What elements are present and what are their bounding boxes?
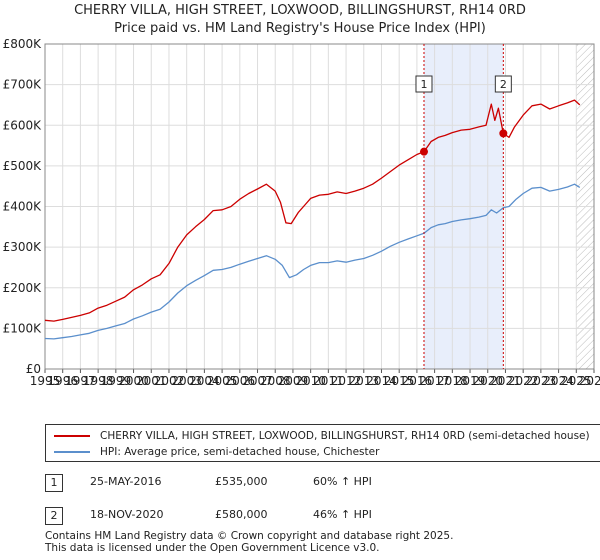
x-tick-label: 2021 xyxy=(490,374,521,388)
x-tick-label: 2010 xyxy=(295,374,326,388)
transaction-hpi-change: 46% ↑ HPI xyxy=(313,508,372,521)
footer-attribution: Contains HM Land Registry data © Crown c… xyxy=(45,530,453,554)
x-tick-label: 2008 xyxy=(260,374,291,388)
legend-label-hpi: HPI: Average price, semi-detached house,… xyxy=(100,446,380,458)
y-tick-label: £700K xyxy=(3,78,43,92)
legend: CHERRY VILLA, HIGH STREET, LOXWOOD, BILL… xyxy=(45,424,600,462)
legend-swatch-hpi xyxy=(54,451,90,453)
x-tick-label: 2002 xyxy=(154,374,185,388)
sale-label-box xyxy=(494,75,512,93)
x-tick-label: 1999 xyxy=(101,374,132,388)
x-tick-label: 2000 xyxy=(118,374,149,388)
property-price-line xyxy=(44,99,581,322)
y-tick-label: £800K xyxy=(3,37,43,51)
x-tick-label: 2014 xyxy=(366,374,397,388)
y-tick-label: £500K xyxy=(3,159,43,173)
x-tick-label: 2006 xyxy=(225,374,256,388)
sale-point xyxy=(419,147,428,156)
sale-point xyxy=(499,129,508,138)
x-tick-label: 2025 xyxy=(561,374,592,388)
chart-title: CHERRY VILLA, HIGH STREET, LOXWOOD, BILL… xyxy=(0,2,600,38)
title-line-2: Price paid vs. HM Land Registry's House … xyxy=(114,21,486,36)
title-line-1: CHERRY VILLA, HIGH STREET, LOXWOOD, BILL… xyxy=(74,3,526,18)
x-tick-label: 2018 xyxy=(437,374,468,388)
x-tick-label: 2003 xyxy=(171,374,202,388)
transaction-hpi-change: 60% ↑ HPI xyxy=(313,475,372,488)
y-tick-label: £0 xyxy=(26,362,41,376)
legend-label-property: CHERRY VILLA, HIGH STREET, LOXWOOD, BILL… xyxy=(100,430,590,442)
x-tick-label: 2017 xyxy=(419,374,450,388)
x-tick-label: 2013 xyxy=(349,374,380,388)
plot-frame xyxy=(44,43,595,370)
sale-label: 2 xyxy=(500,78,507,91)
x-tick-label: 2012 xyxy=(331,374,362,388)
x-tick-label: 1997 xyxy=(65,374,96,388)
transaction-price: £535,000 xyxy=(215,475,268,488)
x-tick-label: 2022 xyxy=(508,374,539,388)
transaction-id-badge: 2 xyxy=(45,507,63,525)
x-tick-label: 2020 xyxy=(472,374,503,388)
footer-line-1: Contains HM Land Registry data © Crown c… xyxy=(45,530,454,542)
footer-line-2: This data is licensed under the Open Gov… xyxy=(45,542,380,554)
transaction-price: £580,000 xyxy=(215,508,268,521)
y-tick-label: £200K xyxy=(3,281,43,295)
x-tick-label: 1998 xyxy=(83,374,114,388)
x-tick-label: 1996 xyxy=(47,374,78,388)
sale-label-box xyxy=(415,75,433,93)
price-chart: £0 £100K £200K £300K £400K £500K £600K £700K £80… xyxy=(3,37,600,388)
x-tick-label: 2004 xyxy=(189,374,220,388)
x-tick-label: 2005 xyxy=(207,374,238,388)
x-tick-label: 2019 xyxy=(455,374,486,388)
x-tick-label: 2026 xyxy=(579,374,600,388)
transaction-date: 18-NOV-2020 xyxy=(90,508,164,521)
x-tick-label: 2007 xyxy=(242,374,273,388)
transaction-date: 25-MAY-2016 xyxy=(90,475,162,488)
x-tick-label: 2024 xyxy=(543,374,574,388)
x-tick-label: 2015 xyxy=(384,374,415,388)
x-tick-label: 1995 xyxy=(30,374,61,388)
sale-label: 1 xyxy=(420,78,427,91)
x-tick-label: 2009 xyxy=(278,374,309,388)
y-tick-label: £300K xyxy=(3,240,43,254)
x-tick-label: 2016 xyxy=(402,374,433,388)
hpi-line xyxy=(44,183,581,340)
y-tick-label: £400K xyxy=(3,200,43,214)
transaction-id-badge: 1 xyxy=(45,474,63,492)
legend-swatch-property xyxy=(54,435,90,437)
x-tick-label: 2001 xyxy=(136,374,167,388)
x-tick-label: 2023 xyxy=(526,374,557,388)
y-tick-label: £600K xyxy=(3,118,43,132)
x-tick-label: 2011 xyxy=(313,374,344,388)
y-tick-label: £100K xyxy=(3,321,43,335)
